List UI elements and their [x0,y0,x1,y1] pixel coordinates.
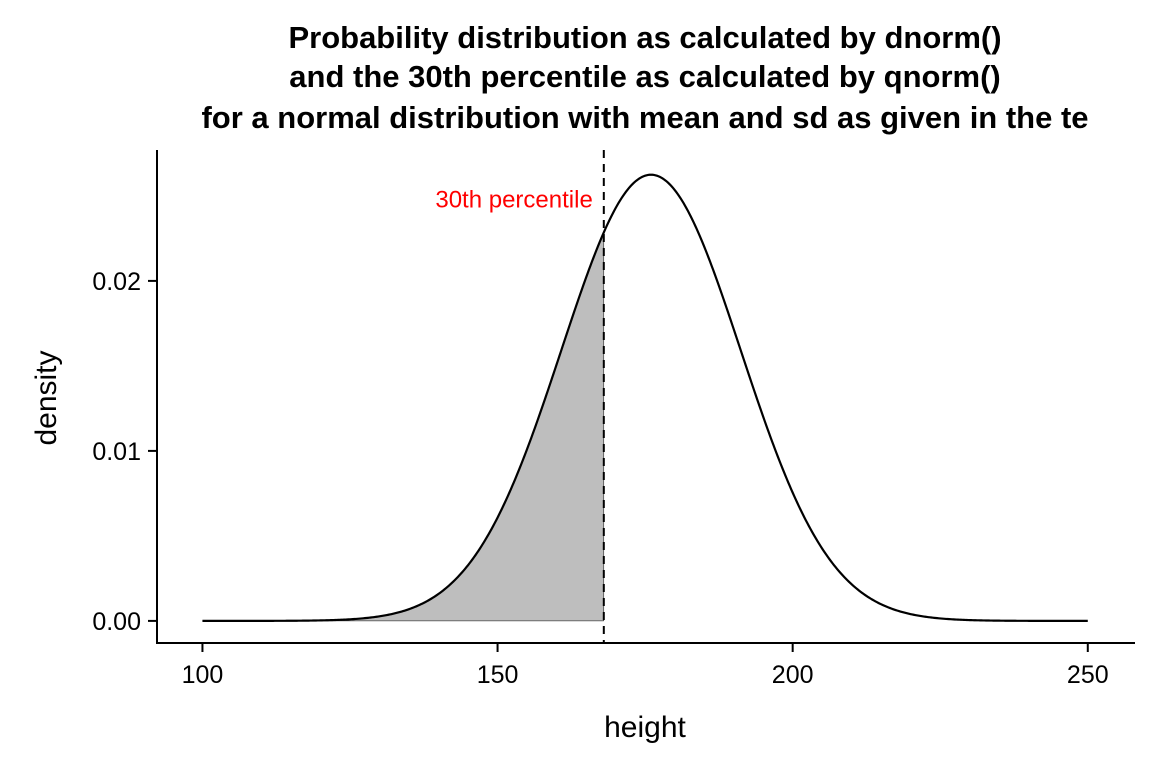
title-line-2: and the 30th percentile as calculated by… [289,59,1000,94]
chart-title: Probability distribution as calculated b… [201,20,1088,135]
density-curve [202,173,1088,622]
x-tick-label: 100 [182,661,224,689]
plot-area: 30th percentile [202,150,1088,643]
x-tick-label: 250 [1067,661,1109,689]
shaded-area [202,232,605,622]
y-tick-label: 0.01 [92,438,141,466]
x-tick-label: 150 [477,661,519,689]
y-tick-label: 0.00 [92,608,141,636]
x-axis-title: height [604,711,686,744]
y-axis-ticks: 0.00 0.01 0.02 [92,268,157,636]
x-axis-ticks: 100 150 200 250 [182,643,1109,689]
title-line-3: for a normal distribution with mean and … [201,100,1088,135]
x-tick-label: 200 [772,661,814,689]
y-axis-title: density [30,350,63,445]
percentile-annotation: 30th percentile [435,186,592,213]
y-tick-label: 0.02 [92,268,141,296]
title-line-1: Probability distribution as calculated b… [288,20,1001,55]
